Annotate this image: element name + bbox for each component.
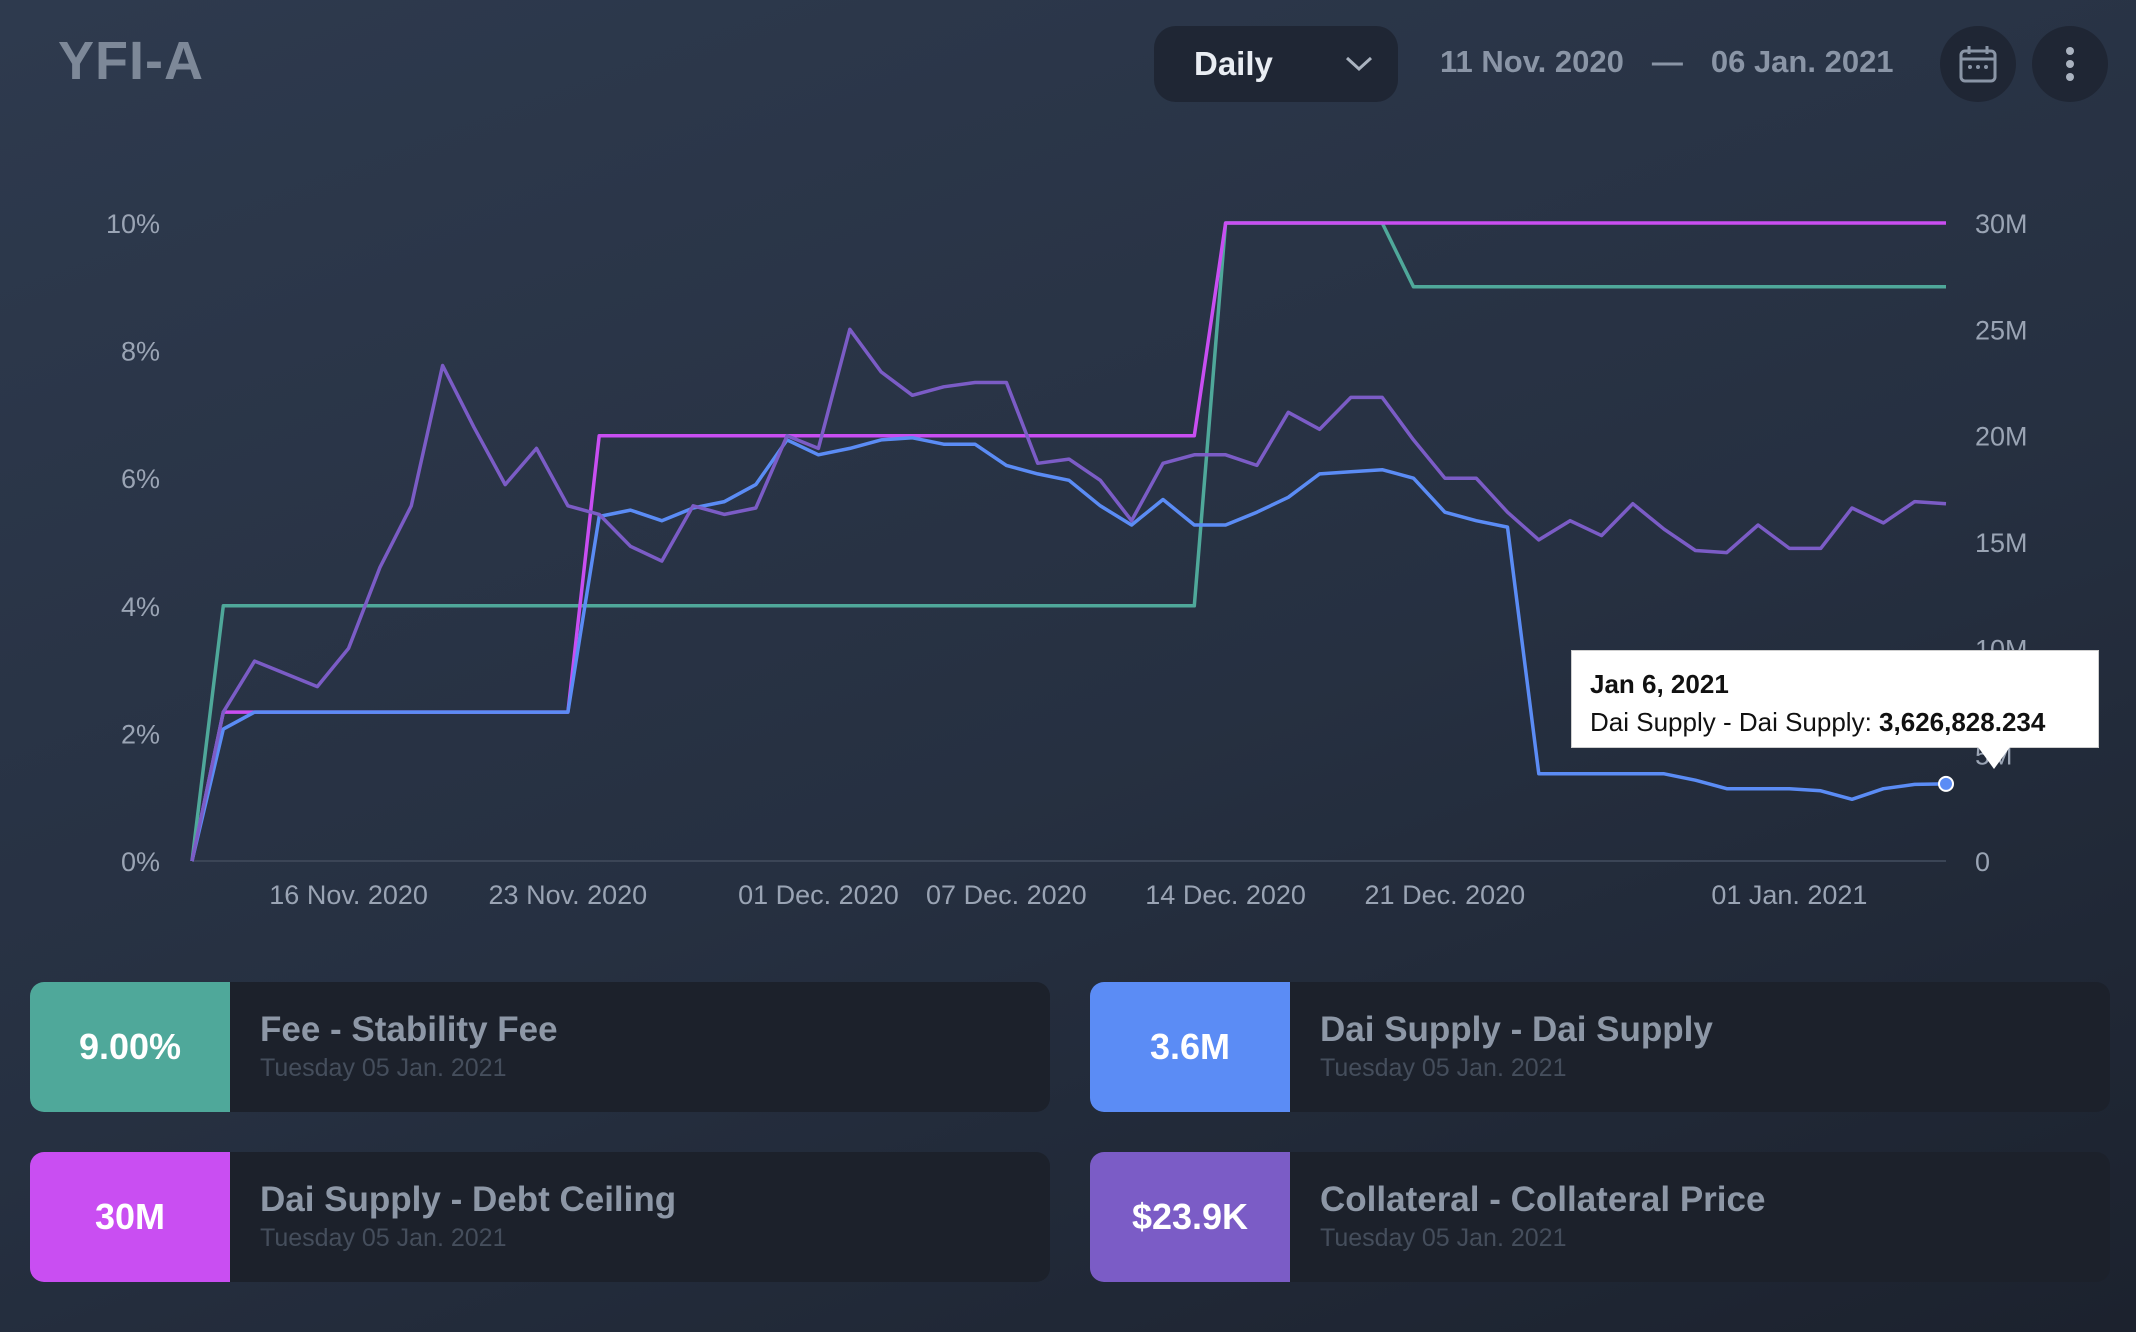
y-left-tick-label: 10% [106, 209, 160, 239]
chart-tooltip: Jan 6, 2021 Dai Supply - Dai Supply: 3,6… [1571, 650, 2099, 769]
y-left-tick-label: 0% [121, 847, 160, 877]
hover-point-marker [1938, 775, 1954, 792]
stat-date: Tuesday 05 Jan. 2021 [1320, 1224, 1567, 1252]
more-vertical-icon [2066, 47, 2074, 81]
x-tick-label: 07 Dec. 2020 [926, 880, 1087, 910]
y-left-tick-label: 8% [121, 337, 160, 367]
stat-date: Tuesday 05 Jan. 2021 [260, 1054, 507, 1082]
y-right-tick-label: 20M [1975, 422, 2028, 452]
stat-label: Dai Supply - Dai Supply [1320, 1010, 1713, 1049]
period-label: Daily [1194, 45, 1273, 82]
stat-value: 30M [30, 1152, 230, 1282]
stat-value: $23.9K [1090, 1152, 1290, 1282]
y-right-tick-label: 15M [1975, 528, 2028, 558]
y-right-tick-label: 0 [1975, 847, 1990, 877]
stat-value: 9.00% [30, 982, 230, 1112]
date-separator: — [1651, 44, 1683, 79]
x-tick-label: 23 Nov. 2020 [489, 880, 648, 910]
calendar-button[interactable] [1940, 26, 2016, 102]
x-tick-label: 01 Jan. 2021 [1711, 880, 1867, 910]
y-right-tick-label: 30M [1975, 209, 2028, 239]
tooltip-label: Dai Supply - Dai Supply: [1590, 707, 1872, 737]
y-right-tick-label: 25M [1975, 315, 2028, 345]
date-to[interactable]: 06 Jan. 2021 [1710, 44, 1894, 79]
tooltip-value: 3,626,828.234 [1879, 707, 2046, 737]
stat-label: Dai Supply - Debt Ceiling [260, 1180, 677, 1219]
stat-label: Collateral - Collateral Price [1320, 1180, 1766, 1219]
stat-card-collateral-price[interactable]: $23.9K Collateral - Collateral Price Tue… [1090, 1152, 2110, 1282]
y-left-tick-label: 4% [121, 592, 160, 622]
calendar-icon [1959, 46, 1997, 83]
chevron-down-icon [1345, 56, 1373, 72]
y-left-tick-label: 6% [121, 464, 160, 494]
series-line-collateral-collateral-price [190, 327, 1947, 862]
stat-card-dai-supply[interactable]: 3.6M Dai Supply - Dai Supply Tuesday 05 … [1090, 982, 2110, 1112]
stat-date: Tuesday 05 Jan. 2021 [1320, 1054, 1567, 1082]
y-left-tick-label: 2% [121, 719, 160, 749]
date-from[interactable]: 11 Nov. 2020 [1440, 44, 1624, 79]
x-tick-label: 16 Nov. 2020 [269, 880, 428, 910]
page-title: YFI-A [58, 31, 204, 91]
date-range[interactable]: 11 Nov. 2020 — 06 Jan. 2021 [1440, 44, 1894, 80]
x-tick-label: 21 Dec. 2020 [1365, 880, 1526, 910]
more-options-button[interactable] [2032, 26, 2108, 102]
stat-value: 3.6M [1090, 982, 1290, 1112]
series-line-fee-stability-fee [190, 221, 1946, 862]
stat-card-debt-ceiling[interactable]: 30M Dai Supply - Debt Ceiling Tuesday 05… [30, 1152, 1050, 1282]
period-select[interactable]: Daily [1154, 26, 1398, 102]
tooltip-date: Jan 6, 2021 [1590, 669, 1729, 699]
x-tick-label: 01 Dec. 2020 [738, 880, 899, 910]
series-line-dai-supply-dai-supply [190, 436, 1947, 862]
x-tick-label: 14 Dec. 2020 [1145, 880, 1306, 910]
stat-date: Tuesday 05 Jan. 2021 [260, 1224, 507, 1252]
tooltip-pointer [1978, 747, 2010, 769]
stat-card-stability-fee[interactable]: 9.00% Fee - Stability Fee Tuesday 05 Jan… [30, 982, 1050, 1112]
stat-label: Fee - Stability Fee [260, 1010, 558, 1049]
line-chart: 0%2%4%6%8%10%05M10M15M20M25M30M16 Nov. 2… [106, 209, 2028, 910]
